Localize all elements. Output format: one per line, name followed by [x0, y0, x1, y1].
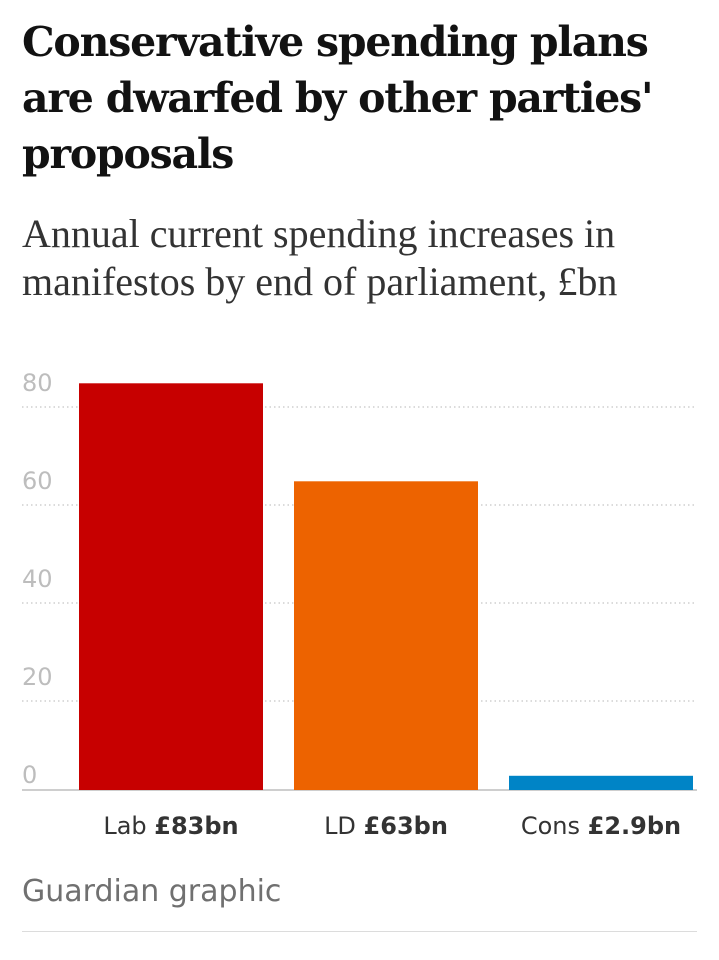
footer-divider [22, 931, 697, 932]
category-label: Cons £2.9bn [521, 812, 681, 840]
y-tick-label: 60 [22, 467, 53, 495]
source-credit: Guardian graphic [22, 874, 282, 909]
bar-chart: 0 20 40 60 80 Lab £83bn LD £63bn Cons £2.9bn [22, 369, 697, 840]
y-tick-label: 80 [22, 369, 53, 397]
chart-title: Conservative spending plans are dwarfed … [22, 18, 654, 178]
y-tick-label: 20 [22, 663, 53, 691]
category-label: LD £63bn [324, 812, 448, 840]
y-tick-label: 0 [22, 761, 37, 789]
bar-cons [509, 775, 693, 790]
bar-lab [79, 383, 263, 790]
y-tick-label: 40 [22, 565, 53, 593]
category-label: Lab £83bn [103, 812, 238, 840]
chart-subtitle: Annual current spending increases in man… [22, 211, 618, 304]
bar-ld [294, 481, 478, 790]
